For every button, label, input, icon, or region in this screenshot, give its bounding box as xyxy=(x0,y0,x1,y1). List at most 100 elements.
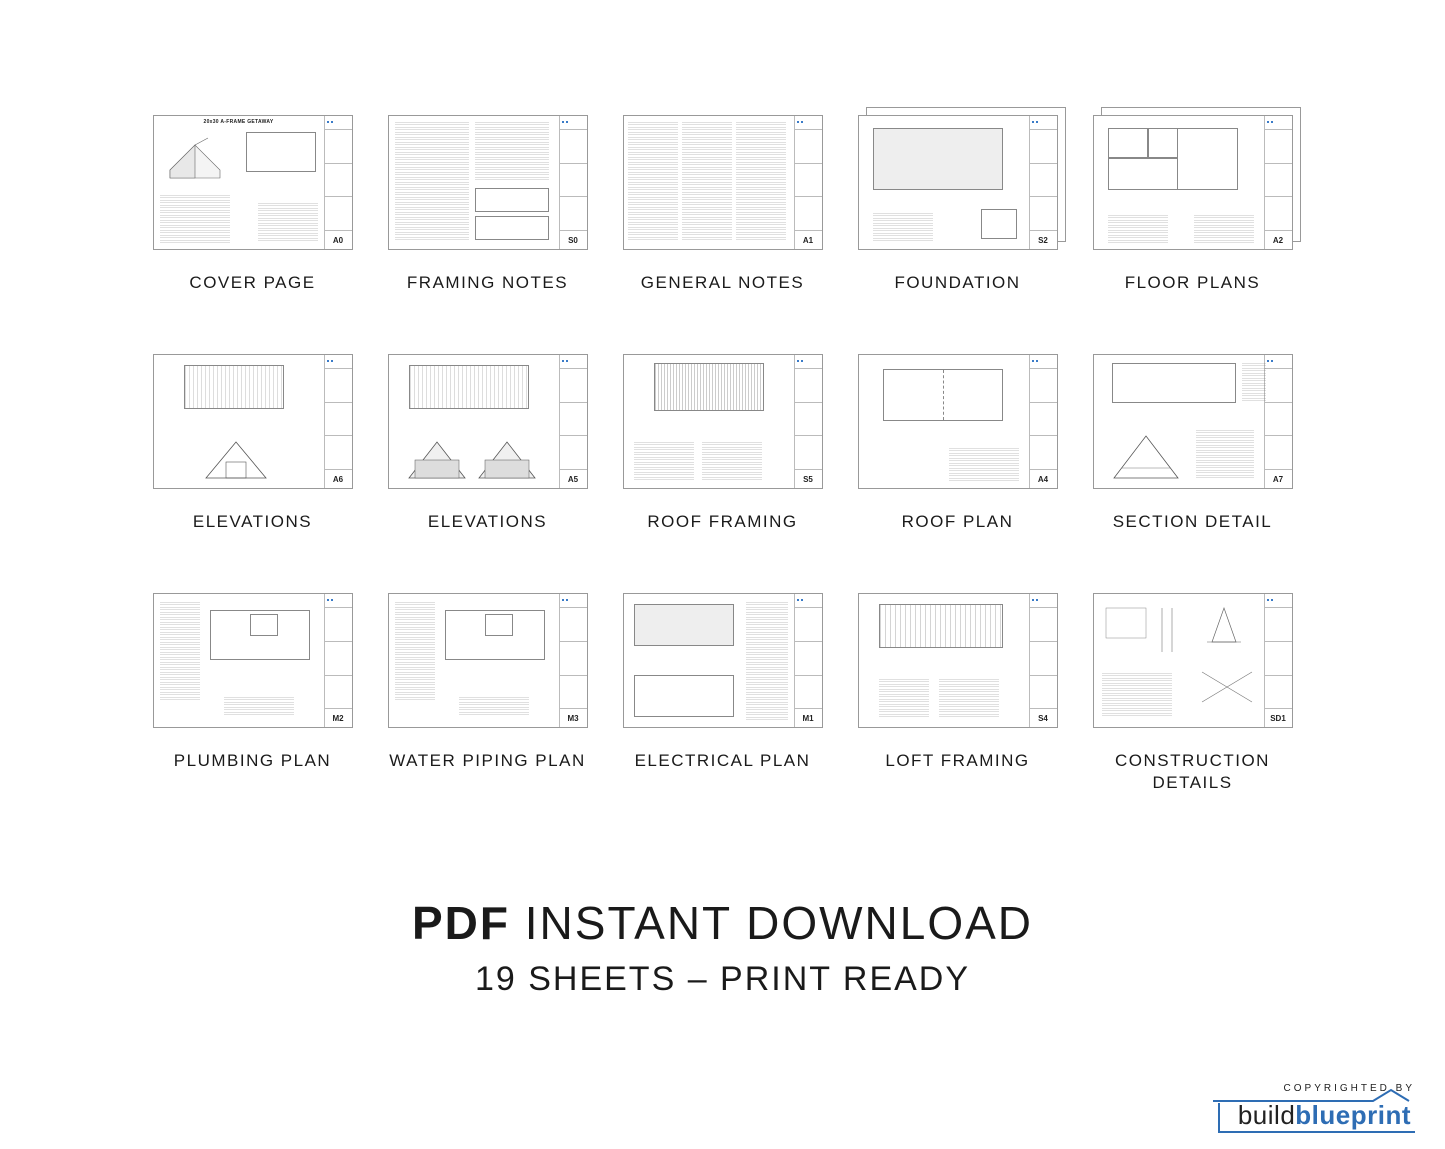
titleblock-logo xyxy=(1030,594,1057,608)
section-gable-icon xyxy=(1112,432,1180,480)
sheet-label: PLUMBING PLAN xyxy=(174,750,331,772)
sheet-thumbnail[interactable]: M1 xyxy=(623,593,823,728)
brand-part2: blueprint xyxy=(1295,1100,1411,1130)
titleblock: A7 xyxy=(1264,355,1292,488)
sheet-cell: M1 ELECTRICAL PLAN xyxy=(620,593,825,794)
titleblock: A1 xyxy=(794,116,822,249)
gable-icon xyxy=(407,438,467,480)
sheet-code: SD1 xyxy=(1265,709,1292,727)
sheet-code: M1 xyxy=(795,709,822,727)
sheet-cell: A4 ROOF PLAN xyxy=(855,354,1060,533)
titleblock: M3 xyxy=(559,594,587,727)
brand-part1: build xyxy=(1238,1100,1295,1130)
sheet-label: ELECTRICAL PLAN xyxy=(635,750,811,772)
sheet-thumbnail[interactable]: SD1 xyxy=(1093,593,1293,728)
sheet-label: SECTION DETAIL xyxy=(1113,511,1273,533)
sheet-label: COVER PAGE xyxy=(189,272,315,294)
titleblock-logo xyxy=(1265,355,1292,369)
sheet-code: A2 xyxy=(1265,231,1292,249)
sheet-thumbnail[interactable]: S4 xyxy=(858,593,1058,728)
sheet-label: ROOF PLAN xyxy=(902,511,1014,533)
sheet-code: A6 xyxy=(325,470,352,488)
titleblock: A0 xyxy=(324,116,352,249)
sheet-thumbnail[interactable]: A2 xyxy=(1093,115,1293,250)
sheet-cell: S2 FOUNDATION xyxy=(855,115,1060,294)
sheet-code: A5 xyxy=(560,470,587,488)
sheet-cell: M3 WATER PIPING PLAN xyxy=(385,593,590,794)
titleblock: M2 xyxy=(324,594,352,727)
sheet-thumbnail[interactable]: S5 xyxy=(623,354,823,489)
sheet-label: GENERAL NOTES xyxy=(641,272,804,294)
titleblock: A2 xyxy=(1264,116,1292,249)
headline-sub: 19 SHEETS – PRINT READY xyxy=(0,960,1445,999)
sheet-thumbnail[interactable]: 20x30 A-FRAME GETAWAY A0 xyxy=(153,115,353,250)
sheet-cell: A2 FLOOR PLANS xyxy=(1090,115,1295,294)
sheet-label: FLOOR PLANS xyxy=(1125,272,1261,294)
sheet-code: A7 xyxy=(1265,470,1292,488)
headline-main: PDF INSTANT DOWNLOAD xyxy=(0,896,1445,950)
sheet-code: M2 xyxy=(325,709,352,727)
titleblock-logo xyxy=(325,116,352,130)
sheet-code: A4 xyxy=(1030,470,1057,488)
titleblock-logo xyxy=(325,355,352,369)
titleblock-logo xyxy=(560,355,587,369)
sheet-thumbnail[interactable]: A6 xyxy=(153,354,353,489)
brand-badge: COPYRIGHTED BY buildblueprint xyxy=(1220,1083,1415,1131)
sheet-label: ROOF FRAMING xyxy=(647,511,797,533)
sheet-cell: S5 ROOF FRAMING xyxy=(620,354,825,533)
titleblock-logo xyxy=(795,594,822,608)
titleblock-logo xyxy=(795,355,822,369)
titleblock-logo xyxy=(560,116,587,130)
headline-block: PDF INSTANT DOWNLOAD 19 SHEETS – PRINT R… xyxy=(0,896,1445,999)
titleblock: S0 xyxy=(559,116,587,249)
titleblock: A6 xyxy=(324,355,352,488)
titleblock: A5 xyxy=(559,355,587,488)
sheet-label: ELEVATIONS xyxy=(193,511,312,533)
titleblock-logo xyxy=(1030,355,1057,369)
sheet-cell: S0 FRAMING NOTES xyxy=(385,115,590,294)
sheet-label: CONSTRUCTION DETAILS xyxy=(1090,750,1295,794)
sheet-cell: A6 ELEVATIONS xyxy=(150,354,355,533)
sheet-label: ELEVATIONS xyxy=(428,511,547,533)
sheet-thumbnail[interactable]: S0 xyxy=(388,115,588,250)
sheet-thumbnail[interactable]: A7 xyxy=(1093,354,1293,489)
titleblock: S5 xyxy=(794,355,822,488)
sheet-cell: A7 SECTION DETAIL xyxy=(1090,354,1295,533)
sheet-code: S5 xyxy=(795,470,822,488)
titleblock: A4 xyxy=(1029,355,1057,488)
sheet-cell: S4 LOFT FRAMING xyxy=(855,593,1060,794)
roofline-icon xyxy=(1213,1088,1413,1102)
titleblock-logo xyxy=(325,594,352,608)
sheet-cell: 20x30 A-FRAME GETAWAY A0 COVER PAGE xyxy=(150,115,355,294)
sheet-label: FOUNDATION xyxy=(894,272,1020,294)
sheet-thumbnail[interactable]: A1 xyxy=(623,115,823,250)
sheet-grid: 20x30 A-FRAME GETAWAY A0 COVER PAGE S0 F… xyxy=(150,115,1295,794)
sheet-cell: A5 ELEVATIONS xyxy=(385,354,590,533)
sheet-thumbnail[interactable]: M2 xyxy=(153,593,353,728)
iso-house-icon xyxy=(160,130,230,180)
sheet-label: FRAMING NOTES xyxy=(407,272,568,294)
titleblock-logo xyxy=(795,116,822,130)
titleblock: S4 xyxy=(1029,594,1057,727)
titleblock-logo xyxy=(560,594,587,608)
sheet-label: LOFT FRAMING xyxy=(885,750,1029,772)
brand-logo: buildblueprint xyxy=(1220,1098,1415,1131)
headline-bold: PDF xyxy=(412,897,510,949)
titleblock-logo xyxy=(1030,116,1057,130)
sheet-cell: M2 PLUMBING PLAN xyxy=(150,593,355,794)
sheet-thumbnail[interactable]: M3 xyxy=(388,593,588,728)
gable-icon xyxy=(204,438,268,480)
titleblock: M1 xyxy=(794,594,822,727)
sheet-thumbnail[interactable]: A5 xyxy=(388,354,588,489)
headline-rest: INSTANT DOWNLOAD xyxy=(525,897,1033,949)
sheet-code: S2 xyxy=(1030,231,1057,249)
titleblock-logo xyxy=(1265,594,1292,608)
titleblock: S2 xyxy=(1029,116,1057,249)
sheet-cell: SD1 CONSTRUCTION DETAILS xyxy=(1090,593,1295,794)
sheet-thumbnail[interactable]: S2 xyxy=(858,115,1058,250)
sheet-code: S0 xyxy=(560,231,587,249)
sheet-code: A1 xyxy=(795,231,822,249)
sheet-thumbnail[interactable]: A4 xyxy=(858,354,1058,489)
sheet-cell: A1 GENERAL NOTES xyxy=(620,115,825,294)
sheet-label: WATER PIPING PLAN xyxy=(389,750,585,772)
